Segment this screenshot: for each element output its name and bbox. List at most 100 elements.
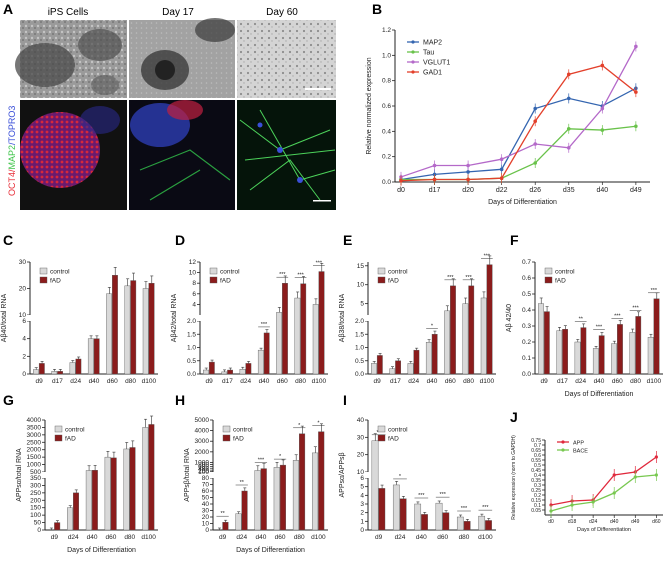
significance-label: * [298,423,301,429]
significance-label: *** [596,325,603,331]
significance-label: *** [484,254,491,260]
data-point-vglut1 [566,146,571,150]
bar-fad [300,283,307,375]
data-point-vglut1 [600,106,605,111]
x-tick-label: d9 [375,534,383,541]
bar-fad [130,280,137,375]
y-tick-label: 6 [192,291,196,298]
legend-label-control: control [50,269,70,276]
charts-layer: 0.0 0.2 0.4 0.6 0.8 1.0 1.2 Relative normalized… [1,27,663,554]
y-tick-label: 0.0 [187,371,196,378]
bar-control [556,330,563,375]
y-axis-label: APPsβ/total RNA [184,448,191,502]
x-tick-label: d60 [277,378,288,385]
data-point-tau [566,127,571,131]
bar-control [312,304,319,375]
y-tick-label: 10 [189,270,197,277]
bar-fad [395,360,401,375]
bar-control [123,448,130,531]
bar-fad [442,512,450,531]
bar-fad [129,447,136,531]
axis-break [364,472,496,478]
y-tick-label: 4 [22,336,26,343]
y-tick-label: 60 [202,488,210,495]
x-tick-label: d80 [463,378,474,385]
y-tick-label: 0.2 [382,154,391,161]
bar-fad [112,275,118,375]
y-tick-label: 0 [205,527,209,534]
bar-control [69,362,76,375]
y-tick-label: 0.4 [522,307,531,314]
data-point-map2 [432,172,437,177]
y-tick-label: 1.2 [382,27,391,34]
bar-fad [54,522,61,531]
panel-letter-j: J [510,409,518,425]
bar-control [239,369,246,375]
legend-label-bace: BACE [573,449,588,455]
y-tick-label: 0.8 [382,78,391,85]
y-tick-label: 10 [202,521,210,528]
bar-control [371,440,379,531]
y-tick-label: 4 [192,301,196,308]
bar-control [414,503,422,531]
x-tick-label: d18 [568,519,577,525]
legend-label-control: control [388,269,408,276]
significance-label: *** [279,272,286,278]
x-tick-label: d9 [219,534,227,541]
x-axis-label: Days of Differentiation [236,547,305,554]
significance-label: * [431,323,434,329]
significance-label: ** [579,317,584,323]
bar-fad [222,522,229,531]
bar-fad [91,470,98,531]
legend-swatch-control [39,267,48,275]
y-tick-label: 100 [198,469,209,476]
legend-label-app: APP [573,441,584,447]
y-axis-label: APPsα/total RNA [16,448,23,502]
y-tick-label: 1000 [27,462,42,469]
panel-letter-g: G [3,392,14,408]
bar-control [629,332,636,375]
bar-control [87,338,94,375]
y-tick-label: 500 [30,469,41,476]
bar-control [276,312,282,375]
legend-marker-tau [411,50,415,54]
data-point-app [654,455,658,459]
x-tick-label: d40 [89,378,100,385]
y-tick-label: 6 [360,475,364,482]
y-tick-label: 2.0 [187,318,196,325]
x-tick-label: d35 [563,187,575,194]
bar-control [392,484,400,531]
data-point-bace [570,503,574,507]
y-tick-label: 0.25 [531,488,541,494]
significance-label: *** [258,458,265,464]
y-tick-label: 0.1 [534,503,541,509]
y-tick-label: 0.6 [382,103,391,110]
bar-control [104,456,111,531]
bar-fad [318,271,325,375]
y-tick-label: 5 [360,484,364,491]
significance-label: *** [316,261,323,267]
y-tick-label: 1.0 [355,345,364,352]
y-axis-label: Relative normalized expression [366,57,373,154]
y-tick-label: 0.2 [522,339,531,346]
legend-marker-gad1 [411,70,415,74]
x-tick-label: d9 [374,378,382,385]
y-tick-label: 10 [19,312,27,319]
bar-fad [299,433,306,531]
y-tick-label: 0 [37,527,41,534]
col-title-day60: Day 60 [266,7,298,18]
panel-letter-c: C [3,232,13,248]
bar-fad [93,338,100,375]
legend-swatch-control [222,425,231,433]
bar-fad [73,492,79,531]
bar-control [85,470,92,531]
data-point-bace [633,475,637,479]
legend-marker-map2 [411,40,415,44]
significance-label: * [317,421,320,427]
bar-control [294,297,301,375]
x-tick-label: d9 [206,378,214,385]
y-tick-label: 0.0 [355,371,364,378]
panel-letter-b: B [372,1,382,17]
data-point-gad1 [466,177,470,182]
legend-marker-bace [561,448,565,452]
